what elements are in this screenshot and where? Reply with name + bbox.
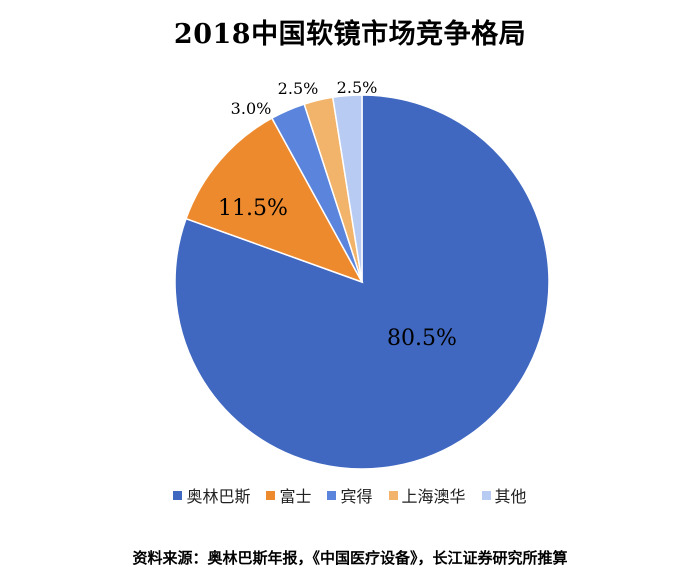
chart-title: 2018中国软镜市场竞争格局 [173, 19, 527, 50]
label-fujifilm: 11.5% [218, 196, 288, 221]
legend-label: 上海澳华 [401, 487, 466, 506]
legend-label: 富士 [279, 487, 312, 506]
source-note: 资料来源：奥林巴斯年报，《中国医疗设备》，长江证券研究所推算 [132, 549, 568, 567]
legend-item-olympus: 奥林巴斯 [173, 483, 250, 507]
legend: 奥林巴斯 富士 宾得 上海澳华 其他 [0, 483, 700, 507]
pie-labels: 80.5% 11.5% 3.0% 2.5% 2.5% [218, 78, 457, 351]
label-other: 2.5% [337, 78, 378, 97]
legend-item-pentax: 宾得 [327, 483, 373, 507]
legend-label: 宾得 [340, 487, 373, 506]
slice-other [331, 94, 363, 283]
pie-slices [174, 94, 550, 470]
legend-label: 奥林巴斯 [186, 487, 251, 506]
pie-chart: 80.5% 11.5% 3.0% 2.5% 2.5% [174, 78, 550, 470]
slice-fujifilm [185, 117, 364, 284]
legend-item-aohua: 上海澳华 [388, 483, 466, 507]
legend-swatch [266, 490, 276, 500]
legend-item-other: 其他 [481, 483, 527, 507]
legend-swatch [173, 490, 183, 500]
label-pentax: 3.0% [231, 99, 272, 118]
label-aohua: 2.5% [278, 79, 319, 98]
label-olympus: 80.5% [387, 326, 457, 351]
legend-label: 其他 [494, 487, 527, 506]
legend-swatch [388, 490, 398, 500]
legend-swatch [327, 490, 337, 500]
legend-swatch [481, 490, 491, 500]
legend-item-fujifilm: 富士 [266, 483, 311, 507]
